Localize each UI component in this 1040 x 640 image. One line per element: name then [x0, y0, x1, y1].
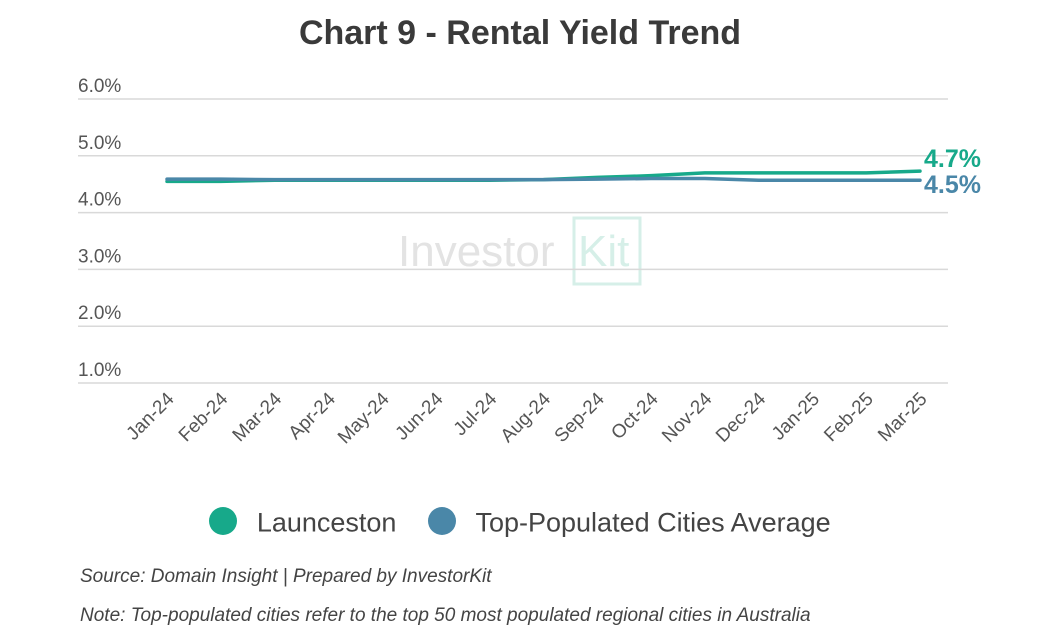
- x-tick-label: Feb-24: [175, 388, 233, 446]
- legend: Launceston Top-Populated Cities Average: [0, 505, 1040, 538]
- x-tick-label: Aug-24: [497, 388, 555, 446]
- gridlines: [78, 98, 948, 384]
- end-value-labels: 4.7%4.5%: [924, 145, 981, 199]
- x-tick-label: Mar-24: [229, 388, 287, 446]
- legend-swatch-top-populated-cities: [427, 506, 456, 535]
- y-tick-label: 1.0%: [78, 360, 121, 381]
- chart-title: Chart 9 - Rental Yield Trend: [298, 14, 742, 52]
- line-chart: Investor Kit 6.0% 5.0% 4.0% 3.0% 2.0% 1.0% Ja…: [78, 76, 981, 448]
- x-tick-label: Jul-24: [450, 388, 502, 440]
- svg-text:Investor: Investor: [398, 227, 555, 276]
- legend-label-launceston: Launceston: [256, 507, 397, 538]
- x-tick-label: Jun-24: [392, 388, 448, 444]
- y-tick-label: 3.0%: [78, 246, 121, 267]
- legend-item-top-populated-cities: Top-Populated Cities Average: [427, 506, 831, 538]
- end-label-launceston: 4.7%: [924, 145, 981, 173]
- x-tick-label: Feb-25: [820, 389, 877, 446]
- y-tick-label: 4.0%: [78, 190, 121, 211]
- legend-item-launceston: Launceston: [209, 506, 396, 538]
- y-tick-label: 5.0%: [78, 133, 121, 154]
- footnote: Note: Top-populated cities refer to the …: [80, 605, 811, 626]
- y-axis-tick-labels: 6.0% 5.0% 4.0% 3.0% 2.0% 1.0%: [78, 76, 121, 381]
- series-lines: [165, 169, 922, 184]
- x-tick-label: Mar-25: [874, 389, 931, 446]
- end-label-top-populated-cities: 4.5%: [924, 171, 981, 199]
- series-line-top-populated-cities: [165, 176, 922, 182]
- x-tick-label: Jan-25: [768, 389, 824, 445]
- y-tick-label: 6.0%: [78, 76, 121, 97]
- investorkit-watermark-logo: Investor Kit: [398, 216, 642, 286]
- y-tick-label: 2.0%: [78, 303, 121, 324]
- x-tick-label: Dec-24: [712, 388, 770, 446]
- x-tick-label: Sep-24: [551, 388, 609, 446]
- x-tick-label: May-24: [334, 388, 394, 448]
- source-note: Source: Domain Insight | Prepared by Inv…: [80, 566, 492, 587]
- svg-text:Kit: Kit: [578, 227, 629, 276]
- x-tick-label: Apr-24: [285, 388, 340, 443]
- x-tick-label: Jan-24: [123, 388, 179, 444]
- x-tick-label: Oct-24: [607, 388, 662, 443]
- legend-swatch-launceston: [209, 506, 238, 535]
- legend-label-top-populated-cities: Top-Populated Cities Average: [475, 507, 831, 538]
- x-tick-label: Nov-24: [658, 388, 716, 446]
